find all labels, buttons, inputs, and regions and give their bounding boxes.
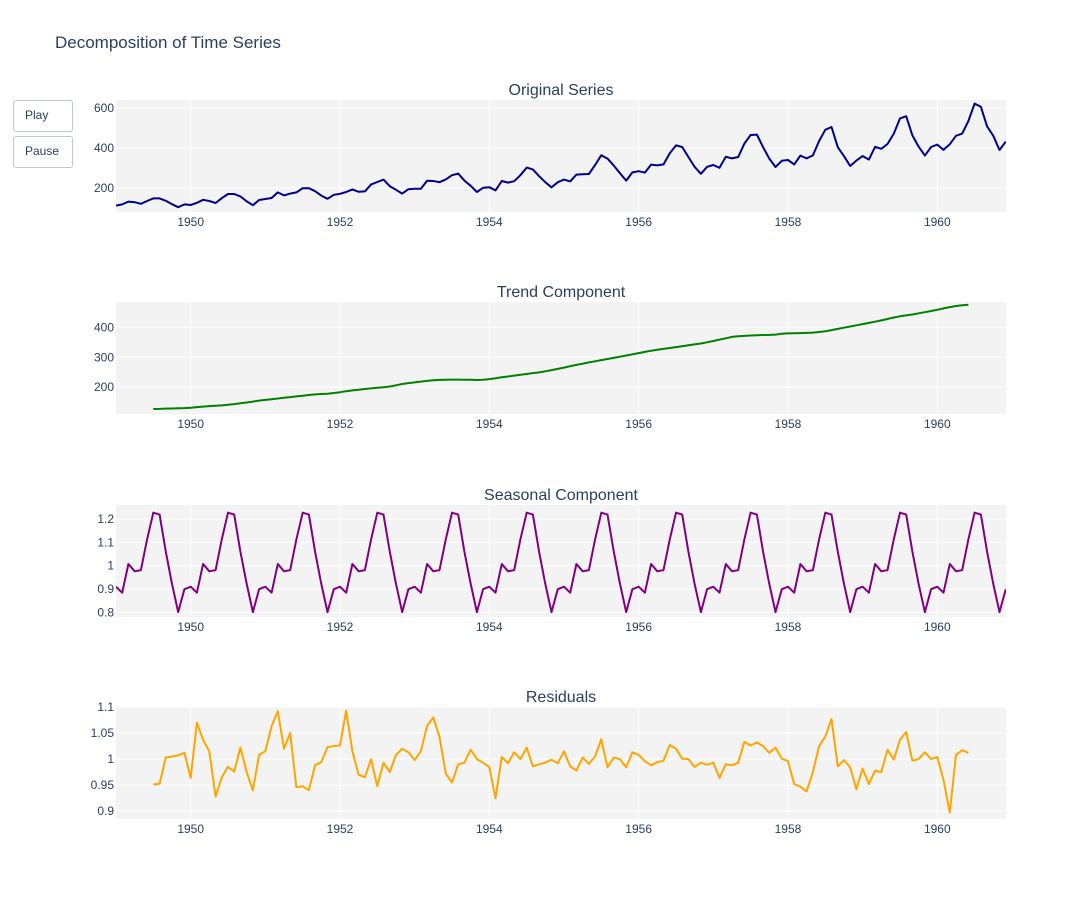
x-tick-label: 1952 <box>327 620 354 634</box>
x-tick-label: 1950 <box>177 822 204 836</box>
x-tick-label: 1954 <box>476 215 503 229</box>
x-tick-label: 1952 <box>327 822 354 836</box>
x-tick-label: 1958 <box>775 620 802 634</box>
plot-background <box>116 100 1006 212</box>
x-tick-label: 1960 <box>924 215 951 229</box>
x-tick-label: 1960 <box>924 417 951 431</box>
x-tick-label: 1956 <box>625 620 652 634</box>
subplot-title: Original Series <box>509 82 614 99</box>
subplot-title: Seasonal Component <box>484 487 638 504</box>
y-tick-label: 600 <box>94 101 114 115</box>
series-line <box>153 709 969 814</box>
x-tick-label: 1956 <box>625 215 652 229</box>
x-tick-label: 1952 <box>327 215 354 229</box>
plot-background <box>116 302 1006 414</box>
x-tick-label: 1956 <box>625 417 652 431</box>
x-tick-label: 1960 <box>924 620 951 634</box>
play-button[interactable]: Play <box>13 100 73 132</box>
y-tick-label: 1 <box>107 559 114 573</box>
y-tick-label: 300 <box>94 350 114 364</box>
y-tick-label: 0.95 <box>91 778 115 792</box>
x-tick-label: 1954 <box>476 417 503 431</box>
y-tick-label: 0.8 <box>97 605 114 619</box>
series-line <box>153 303 969 410</box>
plot-background <box>116 505 1006 617</box>
x-tick-label: 1956 <box>625 822 652 836</box>
x-tick-label: 1950 <box>177 215 204 229</box>
y-tick-label: 200 <box>94 380 114 394</box>
y-tick-label: 1.1 <box>97 535 114 549</box>
x-tick-label: 1952 <box>327 417 354 431</box>
x-tick-label: 1950 <box>177 417 204 431</box>
y-tick-label: 1 <box>107 752 114 766</box>
series-line <box>116 102 1006 209</box>
plot-background <box>116 707 1006 819</box>
series-line <box>116 511 1006 614</box>
x-tick-label: 1954 <box>476 620 503 634</box>
y-tick-label: 1.1 <box>97 700 114 714</box>
x-tick-label: 1958 <box>775 215 802 229</box>
y-tick-label: 200 <box>94 181 114 195</box>
x-tick-label: 1958 <box>775 417 802 431</box>
y-tick-label: 0.9 <box>97 804 114 818</box>
y-tick-label: 0.9 <box>97 582 114 596</box>
x-tick-label: 1954 <box>476 822 503 836</box>
pause-button[interactable]: Pause <box>13 136 73 168</box>
chart-title: Decomposition of Time Series <box>55 33 281 52</box>
x-tick-label: 1958 <box>775 822 802 836</box>
subplot-title: Residuals <box>526 689 596 706</box>
y-tick-label: 1.2 <box>97 512 114 526</box>
x-tick-label: 1960 <box>924 822 951 836</box>
y-tick-label: 400 <box>94 141 114 155</box>
y-tick-label: 400 <box>94 320 114 334</box>
y-tick-label: 1.05 <box>91 726 115 740</box>
subplot-title: Trend Component <box>497 284 626 301</box>
x-tick-label: 1950 <box>177 620 204 634</box>
